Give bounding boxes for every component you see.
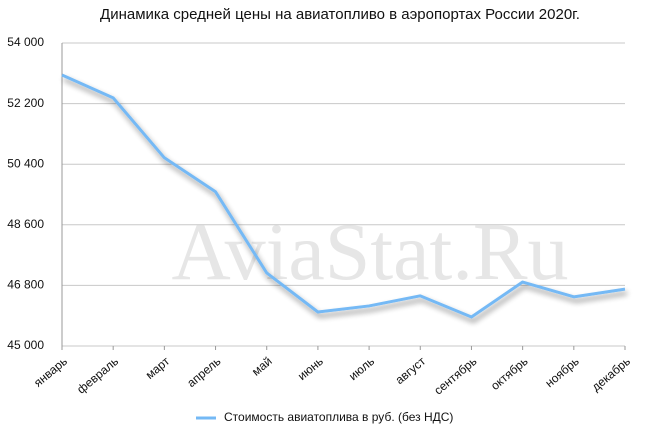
y-tick-label: 46 800 [7,278,44,292]
legend-label: Стоимость авиатоплива в руб. (без НДС) [224,410,453,424]
x-tick-label: август [393,354,429,387]
watermark: AviaStat.Ru [171,206,568,297]
x-tick-label: январь [31,354,70,390]
y-tick-label: 48 600 [7,217,44,231]
y-tick-label: 50 400 [7,156,44,170]
x-tick-label: ноябрь [542,354,581,390]
x-tick-label: июль [346,354,377,383]
line [61,73,626,319]
chart-title: Динамика средней цены на авиатопливо в а… [100,6,580,23]
y-tick-label: 52 200 [7,96,44,110]
x-tick-label: февраль [74,354,121,397]
x-tick-label: сентябрь [431,354,479,398]
x-tick-label: июнь [295,354,326,383]
x-tick-label: декабрь [589,354,633,394]
x-tick-label: апрель [184,354,223,390]
x-tick-label: март [143,354,173,382]
x-tick-label: май [249,354,275,379]
x-tick-label: октябрь [488,354,531,393]
y-tick-label: 54 000 [7,35,44,49]
y-tick-label: 45 000 [7,338,44,352]
